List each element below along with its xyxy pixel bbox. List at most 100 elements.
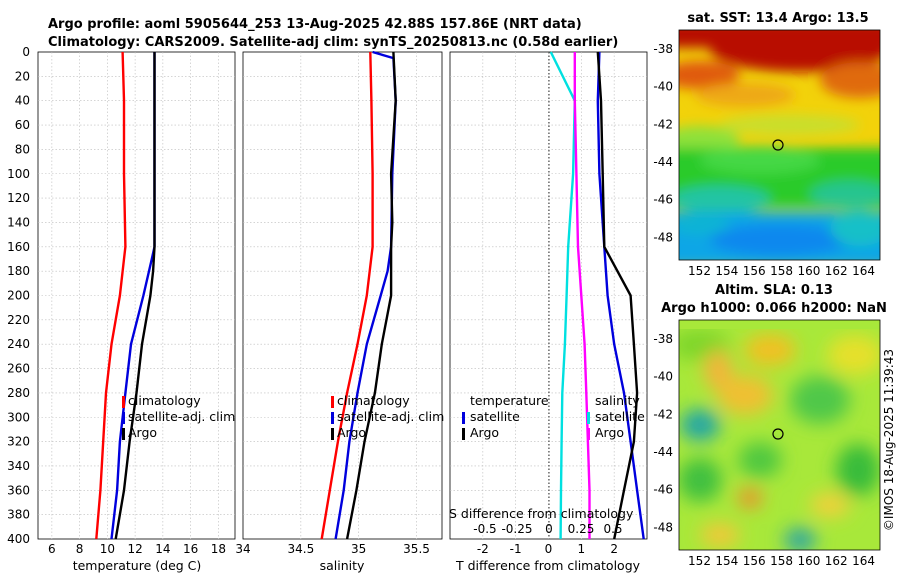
map-lat-tick: -38	[653, 332, 673, 346]
map-lon-tick: 152	[688, 554, 711, 568]
difference-panel: -2 -1 0 1 2 T difference from climatology S …	[449, 51, 648, 573]
legend-argo: Argo	[337, 425, 366, 440]
sla-x-ticks: 152 154 156 158 160 162 164	[688, 554, 875, 568]
series-line-salinity-argo	[573, 52, 591, 539]
salinity-x-ticks: 34 34.5 35 35.5	[235, 542, 430, 556]
legend-satellite-swatch	[122, 412, 125, 424]
map-lon-tick: 156	[743, 264, 766, 278]
s-tick-neg05: -0.5	[473, 522, 496, 536]
depth-tick-label: 80	[15, 142, 30, 156]
map-lat-tick: -40	[653, 370, 673, 384]
map-lon-tick: 158	[770, 554, 793, 568]
series-line-temperature-satellite	[596, 51, 645, 540]
x-tick-label: -2	[477, 542, 489, 556]
map-lon-tick: 154	[715, 554, 738, 568]
difference-xlabel: T difference from climatology	[455, 558, 641, 573]
map-lon-tick: 164	[852, 264, 875, 278]
map-lon-tick: 152	[688, 264, 711, 278]
s-tick-05: 0.5	[603, 522, 622, 536]
depth-tick-label: 20	[15, 69, 30, 83]
sla-y-ticks: -38 -40 -42 -44 -46 -48	[653, 332, 673, 535]
salinity-diff-legend: salinity satellite Argo	[587, 393, 645, 440]
salinity-panel: 34 34.5 35 35.5 salinity climatology satell…	[235, 50, 444, 573]
temperature-panel: 0 20 40 60 80 100 120 140 160 180 200 220 240 260 280 3…	[7, 45, 236, 573]
legend-salinity-title: salinity	[595, 393, 640, 408]
legend-s-satellite-swatch	[587, 412, 590, 424]
s-difference-label: S difference from climatology	[449, 506, 634, 521]
x-tick-label: 1	[578, 542, 586, 556]
difference-x-ticks: -2 -1 0 1 2	[477, 542, 618, 556]
sst-map: sat. SST: 13.4 Argo: 13.5	[653, 11, 881, 278]
s-tick-0: 0	[545, 522, 553, 536]
legend-satellite: satellite-adj. clim	[128, 409, 235, 424]
legend-climatology-swatch	[122, 396, 125, 408]
series-line-argo	[114, 52, 156, 540]
map-lat-tick: -48	[653, 520, 673, 534]
x-tick-label: 14	[155, 542, 170, 556]
x-tick-label: 0	[545, 542, 553, 556]
legend-s-argo-swatch	[587, 428, 590, 440]
temperature-x-ticks: 6 8 10 12 14 16 18	[48, 542, 226, 556]
depth-tick-label: 220	[7, 313, 30, 327]
depth-tick-label: 200	[7, 289, 30, 303]
depth-tick-label: 240	[7, 337, 30, 351]
map-lat-tick: -44	[653, 155, 673, 169]
depth-tick-label: 360	[7, 483, 30, 497]
temperature-xlabel: temperature (deg C)	[73, 558, 202, 573]
legend-t-argo-swatch	[462, 428, 465, 440]
sla-heatmap	[679, 320, 880, 550]
depth-tick-label: 60	[15, 118, 30, 132]
sla-argo-marker	[772, 428, 784, 440]
map-lat-tick: -48	[653, 230, 673, 244]
depth-tick-label: 140	[7, 215, 30, 229]
map-lat-tick: -46	[653, 193, 673, 207]
x-tick-label: 10	[100, 542, 115, 556]
map-lon-tick: 156	[743, 554, 766, 568]
depth-tick-label: 180	[7, 264, 30, 278]
series-line-temperature-argo	[596, 51, 639, 540]
map-lon-tick: 154	[715, 264, 738, 278]
sst-y-ticks: -38 -40 -42 -44 -46 -48	[653, 42, 673, 245]
sla-map-title-line1: Altim. SLA: 0.13	[715, 283, 833, 298]
depth-tick-label: 340	[7, 459, 30, 473]
x-tick-label: 12	[127, 542, 142, 556]
x-tick-label: 8	[76, 542, 84, 556]
difference-lines	[549, 51, 645, 540]
map-lon-tick: 162	[825, 264, 848, 278]
salinity-grid	[243, 52, 442, 539]
map-lat-tick: -40	[653, 80, 673, 94]
map-lon-tick: 160	[797, 554, 820, 568]
x-tick-label: 18	[211, 542, 226, 556]
series-line-argo	[345, 51, 397, 540]
figure-title-line1: Argo profile: aoml 5905644_253 13-Aug-20…	[48, 17, 582, 32]
temperature-diff-legend: temperature satellite Argo	[462, 393, 549, 440]
s-tick-025: 0.25	[568, 522, 595, 536]
depth-tick-label: 100	[7, 167, 30, 181]
salinity-lines	[320, 50, 397, 540]
sst-heatmap	[679, 30, 880, 260]
legend-temperature-title: temperature	[470, 393, 549, 408]
imos-watermark: ©IMOS 18-Aug-2025 11:39:43	[882, 349, 896, 531]
legend-s-satellite: satellite	[595, 409, 645, 424]
salinity-legend: climatology satellite-adj. clim Argo	[331, 393, 444, 440]
legend-climatology-swatch	[331, 396, 334, 408]
x-tick-label: 35.5	[403, 542, 430, 556]
temperature-lines	[95, 51, 156, 540]
map-lat-tick: -44	[653, 445, 673, 459]
difference-grid	[450, 52, 647, 539]
map-lat-tick: -42	[653, 407, 673, 421]
sla-map: Altim. SLA: 0.13 Argo h1000: 0.066 h2000…	[653, 283, 886, 568]
sst-map-title: sat. SST: 13.4 Argo: 13.5	[687, 11, 868, 26]
map-lat-tick: -42	[653, 117, 673, 131]
series-line-climatology	[95, 51, 127, 540]
depth-tick-label: 120	[7, 191, 30, 205]
x-tick-label: 16	[183, 542, 198, 556]
depth-tick-label: 300	[7, 410, 30, 424]
x-tick-label: 34.5	[287, 542, 314, 556]
depth-tick-labels: 0 20 40 60 80 100 120 140 160 180 200 220 240 260 280 3…	[7, 45, 30, 546]
map-lon-tick: 164	[852, 554, 875, 568]
depth-tick-label: 260	[7, 362, 30, 376]
x-tick-label: 6	[48, 542, 56, 556]
legend-s-argo: Argo	[595, 425, 624, 440]
sst-argo-marker	[772, 139, 784, 151]
